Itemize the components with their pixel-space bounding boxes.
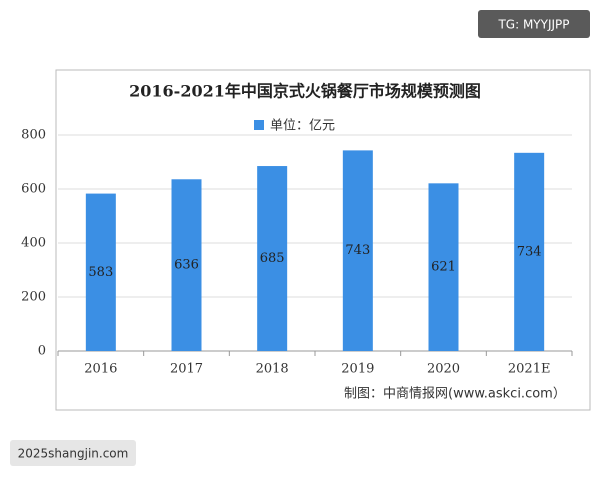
y-tick-label: 200 (21, 290, 46, 305)
data-label: 583 (88, 265, 113, 280)
y-tick-label: 400 (21, 236, 46, 251)
bar (514, 152, 545, 351)
chart-frame (55, 69, 591, 411)
legend-swatch (254, 120, 264, 130)
bar (257, 166, 288, 351)
bar (428, 183, 459, 351)
badge-bg (478, 10, 590, 38)
bar (342, 150, 373, 351)
bar (85, 193, 116, 351)
bar (171, 179, 202, 351)
data-label: 621 (431, 260, 456, 275)
chart-title: 2016-2021年中国京式火锅餐厅市场规模预测图 (129, 82, 481, 101)
data-label: 636 (174, 258, 199, 273)
x-tick-label: 2017 (170, 362, 203, 377)
x-tick-label: 2019 (341, 362, 374, 377)
x-tick-label: 2020 (427, 362, 460, 377)
y-tick-label: 800 (21, 128, 46, 143)
source-note: 制图：中商情报网(www.askci.com） (344, 387, 566, 402)
x-tick-label: 2016 (84, 362, 117, 377)
y-tick-label: 600 (21, 182, 46, 197)
badge-bg (10, 440, 136, 466)
badge-text: TG: MYYJJPP (497, 18, 569, 32)
data-label: 743 (345, 243, 370, 258)
x-tick-label: 2018 (256, 362, 289, 377)
data-label: 734 (517, 244, 542, 259)
y-tick-label: 0 (38, 344, 46, 359)
data-label: 685 (260, 251, 285, 266)
x-tick-label: 2021E (508, 362, 551, 377)
badge-text: 2025shangjin.com (18, 447, 129, 461)
legend-label: 单位：亿元 (270, 119, 335, 134)
